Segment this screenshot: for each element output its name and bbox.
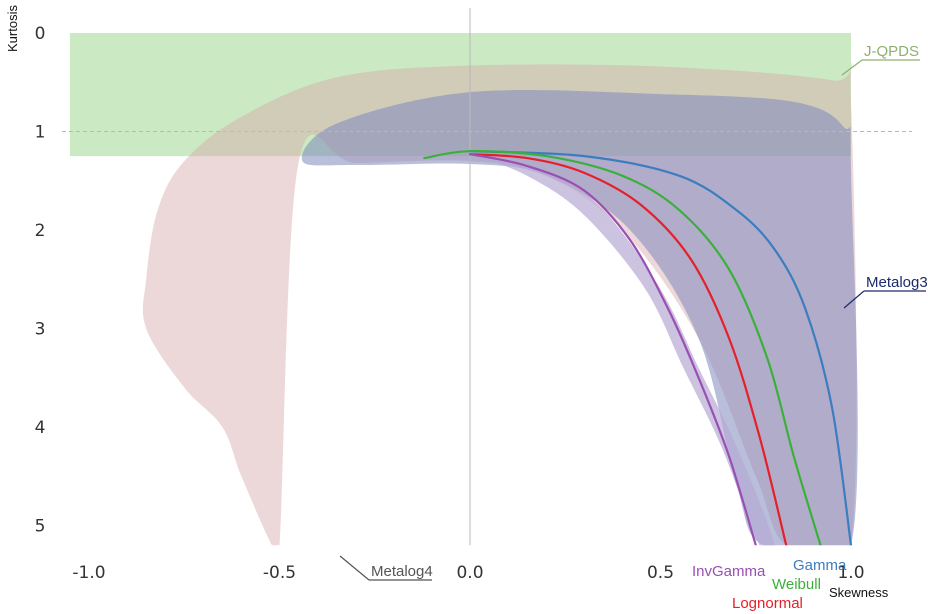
regions-layer <box>69 33 858 546</box>
reference-lines <box>62 8 912 546</box>
annotation-metalog3: Metalog3 <box>843 274 928 309</box>
region-overlap-3 <box>461 148 775 546</box>
annotation-leader-line <box>843 290 865 309</box>
annotation-label: Gamma <box>793 557 847 574</box>
annotation-metalog4: Metalog4 <box>339 555 433 581</box>
annotation-label: Metalog4 <box>371 563 433 580</box>
annotations: J-QPDS Metalog3 Metalog4 InvGamma Gamma Weibu… <box>339 43 928 612</box>
y-tick-label: 3 <box>35 320 46 340</box>
tick-labels: -1.0 -0.5 0.0 0.5 1.0 0 1 2 3 4 5 <box>35 24 865 583</box>
annotation-j-qpds: J-QPDS <box>841 43 920 76</box>
region-metalog3 <box>301 90 858 546</box>
annotation-label: Metalog3 <box>866 274 928 291</box>
y-tick-label: 2 <box>35 221 46 241</box>
annotation-label: InvGamma <box>692 563 766 580</box>
x-axis-title: Skewness <box>829 585 889 600</box>
series-line-weibull <box>423 150 822 546</box>
y-tick-label: 5 <box>35 517 46 537</box>
series-layer <box>423 150 853 546</box>
series-line-invgamma <box>468 153 757 546</box>
annotation-weibull: Weibull <box>772 576 821 593</box>
y-tick-label: 0 <box>35 24 46 44</box>
annotation-label: Weibull <box>772 576 821 593</box>
x-tick-label: -1.0 <box>72 563 105 583</box>
annotation-gamma: Gamma <box>793 557 847 574</box>
annotation-invgamma: InvGamma <box>692 563 766 580</box>
x-tick-label: 1.0 <box>837 563 864 583</box>
y-axis-title: Kurtosis <box>5 5 20 52</box>
annotation-leader-line <box>339 555 370 581</box>
annotation-lognormal: Lognormal <box>732 595 803 612</box>
series-line-gamma <box>468 150 853 546</box>
series-line-lognormal <box>468 153 788 546</box>
x-tick-label: 0.5 <box>647 563 674 583</box>
annotation-leader-line <box>841 59 863 76</box>
x-tick-label: -0.5 <box>263 563 296 583</box>
y-tick-label: 1 <box>35 123 46 143</box>
x-tick-label: 0.0 <box>456 563 483 583</box>
y-tick-label: 4 <box>35 418 46 438</box>
annotation-label: J-QPDS <box>864 43 919 60</box>
annotation-label: Lognormal <box>732 595 803 612</box>
